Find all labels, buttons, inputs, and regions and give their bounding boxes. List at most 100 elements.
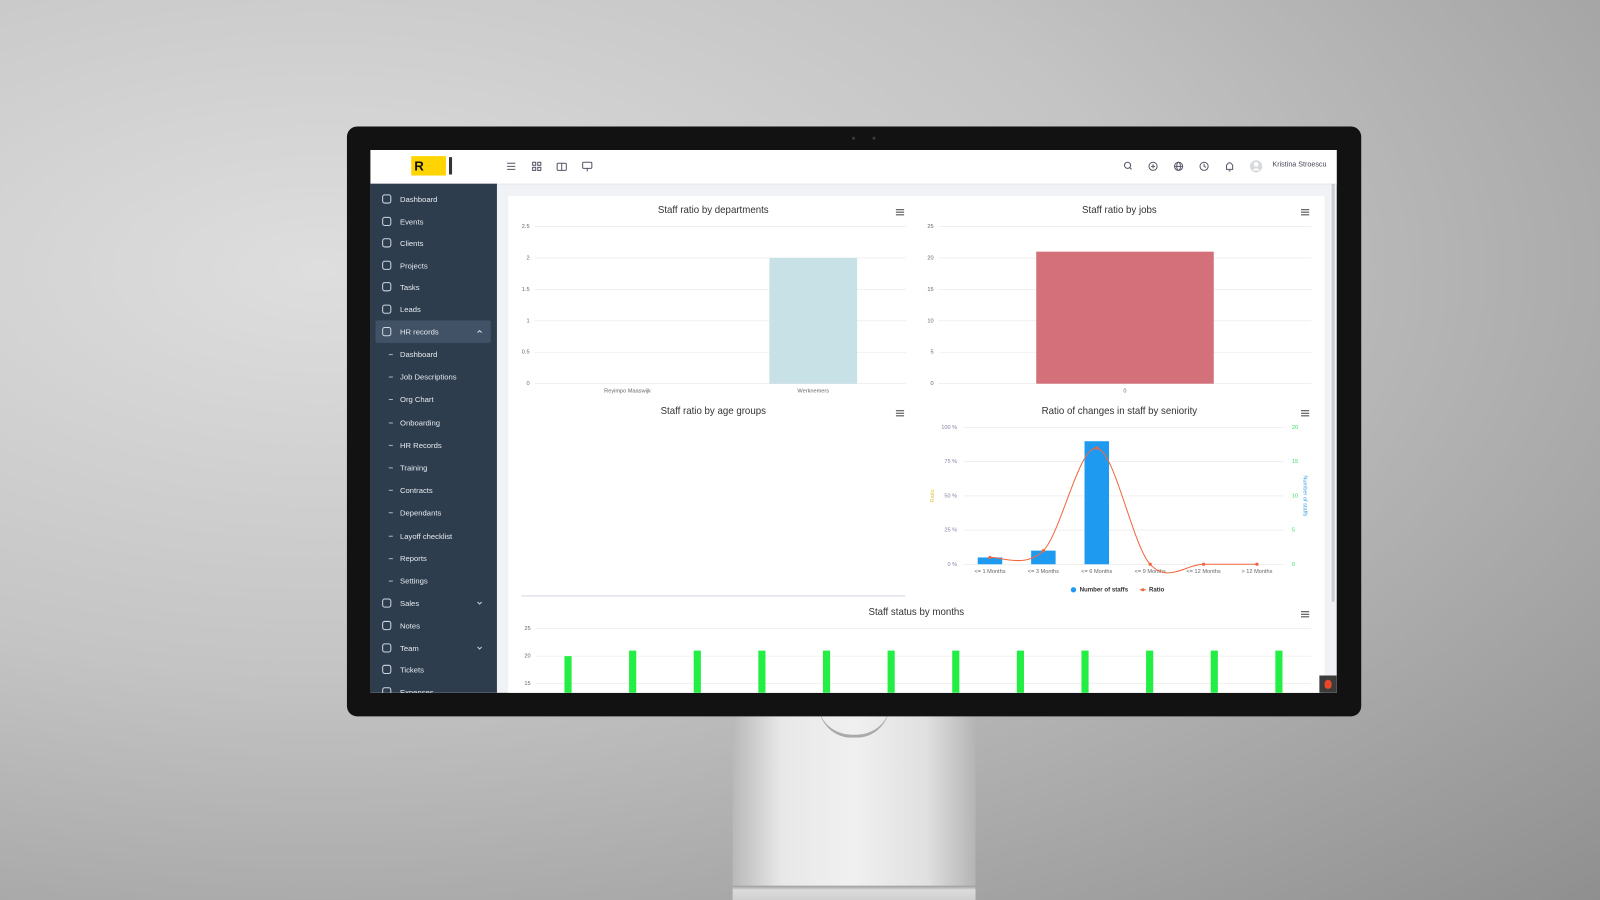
stand-base: [732, 885, 976, 900]
y-tick-label: 10: [927, 318, 933, 324]
bar: [1031, 550, 1056, 565]
sidebar-label: HR records: [399, 327, 439, 337]
bar: [564, 656, 572, 693]
sidebar-label: Org Chart: [399, 395, 434, 405]
sub-dash: [388, 535, 393, 537]
help-widget[interactable]: [1319, 675, 1337, 693]
icon-shape: [382, 642, 392, 653]
sidebar-item[interactable]: Leads: [376, 298, 491, 320]
icon-shape: [382, 260, 392, 270]
sidebar-item[interactable]: Reports: [376, 547, 491, 569]
sidebar-label: Settings: [399, 576, 428, 586]
widget-icon: [1324, 679, 1332, 689]
menu-icon: [382, 326, 392, 336]
sidebar-item[interactable]: Contracts: [376, 479, 491, 501]
icon-shape: [382, 598, 392, 608]
chevron-shape: [477, 601, 482, 605]
sidebar-item[interactable]: Tasks: [376, 276, 491, 298]
y-tick-label: 25: [524, 626, 530, 632]
clock-icon[interactable]: [1199, 161, 1209, 171]
y-tick-label: 5: [931, 350, 934, 356]
y-tick-label: 1.5: [522, 287, 530, 293]
sidebar-item[interactable]: Onboarding: [376, 411, 491, 433]
x-tick-label: <= 1 Months: [974, 569, 1005, 575]
menu-icon: [382, 665, 392, 675]
x-tick-label: Reyimpo Maaswijk: [604, 388, 651, 394]
sidebar-label: Notes: [399, 621, 420, 631]
chevron: [477, 601, 482, 605]
bar: [952, 650, 960, 693]
sidebar-item[interactable]: Clients: [376, 232, 491, 254]
sidebar-label: Training: [399, 463, 428, 473]
x-tick-label: <= 9 Months: [1135, 569, 1166, 575]
sidebar-item[interactable]: Expenses: [376, 681, 491, 693]
sidebar-item[interactable]: HR records: [375, 319, 491, 343]
sub-dash: [388, 354, 393, 356]
menu-icon: [382, 304, 392, 314]
x-tick-label: <= 6 Months: [1081, 569, 1112, 575]
icon-shape: [382, 620, 392, 630]
legend-label[interactable]: Ratio: [1149, 586, 1165, 593]
sidebar-item[interactable]: Job Descriptions: [376, 365, 491, 387]
sidebar-item[interactable]: Dashboard: [376, 188, 491, 210]
notification-icon[interactable]: [1226, 162, 1234, 172]
chevron-shape: [477, 646, 482, 650]
sidebar-label: Layoff checklist: [399, 531, 453, 541]
x-tick-label: <= 3 Months: [1028, 569, 1059, 575]
sidebar: Dashboard Events Clients Projects Tasks Leads…: [370, 183, 497, 693]
y-tick-label: 15: [524, 681, 530, 687]
y-tick-label: 20: [1292, 425, 1298, 431]
bar: [1210, 650, 1218, 693]
point: [988, 555, 992, 560]
point: [1041, 548, 1045, 553]
sidebar-item[interactable]: Tickets: [376, 659, 491, 681]
y-tick-label: 25: [927, 224, 933, 230]
bar: [1084, 441, 1110, 565]
chart-title: Staff status by months: [868, 607, 964, 618]
sidebar-item[interactable]: Training: [376, 456, 491, 478]
add-icon[interactable]: [1148, 161, 1158, 171]
sidebar-item[interactable]: Org Chart: [376, 388, 491, 410]
sidebar-label: Projects: [399, 261, 428, 271]
sidebar-item[interactable]: Team: [376, 636, 491, 658]
menu-icon: [382, 282, 392, 292]
sidebar-item[interactable]: Notes: [376, 614, 491, 636]
sidebar-item[interactable]: Settings: [376, 569, 491, 591]
avatar[interactable]: [1249, 160, 1263, 173]
logo[interactable]: R: [411, 156, 453, 176]
chart-title: Staff ratio by departments: [658, 205, 769, 216]
scrollbar[interactable]: [1331, 183, 1335, 603]
sub-dash: [388, 399, 393, 401]
sidebar-label: Clients: [399, 238, 424, 249]
x-tick-label: Werknemers: [797, 388, 829, 394]
sidebar-item[interactable]: Dashboard: [376, 343, 491, 365]
sub-dash: [388, 444, 393, 446]
sidebar-label: Expenses: [399, 687, 434, 693]
sub-dash: [388, 512, 393, 514]
sidebar-item[interactable]: HR Records: [376, 433, 491, 455]
apps-icon[interactable]: [532, 161, 542, 171]
sidebar-item[interactable]: Dependants: [376, 501, 491, 523]
menu-icon: [382, 642, 392, 653]
monitor-icon[interactable]: [582, 161, 593, 172]
bar: [769, 257, 858, 384]
icon-shape: [382, 282, 392, 292]
sidebar-item[interactable]: Events: [376, 210, 491, 232]
camera: [872, 136, 876, 140]
user-name[interactable]: Kristina Stroescu: [1272, 161, 1327, 169]
sidebar-item[interactable]: Sales: [376, 592, 491, 614]
sidebar-item[interactable]: Layoff checklist: [376, 524, 491, 546]
language-icon[interactable]: [1173, 161, 1184, 171]
bar: [1016, 650, 1024, 693]
menu-toggle[interactable]: [507, 162, 516, 170]
legend-label[interactable]: Number of staffs: [1080, 586, 1129, 593]
chevron: [477, 329, 482, 333]
x-tick-label: > 12 Months: [1241, 569, 1272, 575]
legend-swatch: [1141, 588, 1145, 592]
sub-dash: [388, 376, 393, 378]
y-tick-label: 0: [1292, 562, 1295, 568]
search-icon[interactable]: [1123, 161, 1132, 170]
y-tick-label: 10: [1292, 493, 1298, 499]
briefcase-icon[interactable]: [556, 162, 567, 171]
sidebar-item[interactable]: Projects: [376, 254, 491, 276]
